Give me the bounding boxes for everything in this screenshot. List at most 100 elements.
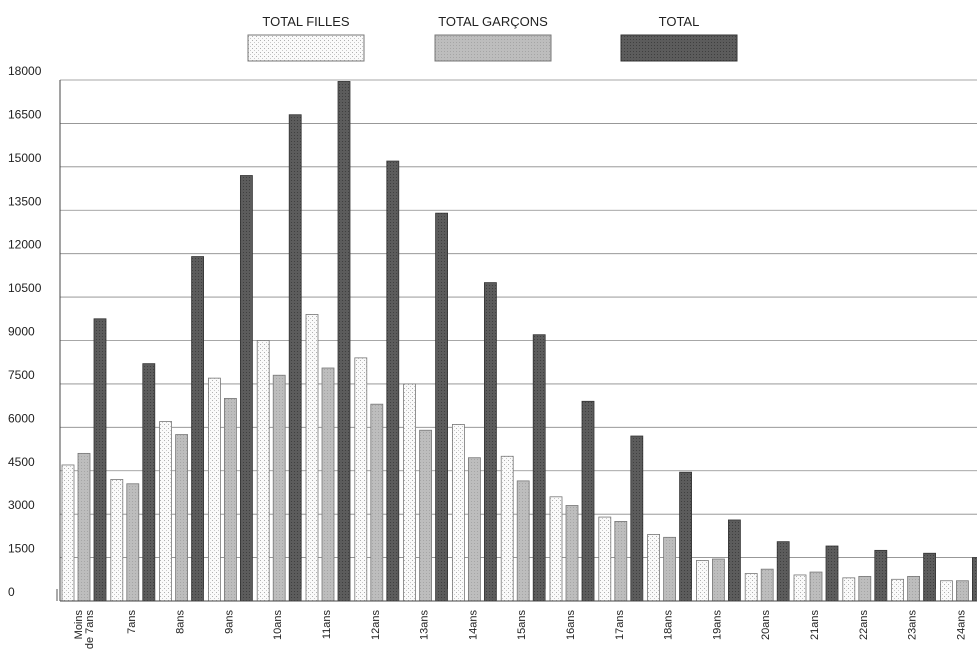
bar [940, 580, 953, 602]
y-tick-label: 12000 [8, 238, 42, 252]
x-tick-label: 16ans [565, 610, 577, 640]
bar [483, 282, 497, 602]
x-tick-label: 9ans [223, 610, 235, 634]
bar [972, 557, 977, 602]
legend-label: TOTAL GARÇONS [438, 14, 548, 29]
bars [56, 81, 977, 602]
bar [891, 578, 904, 602]
bar [874, 549, 888, 602]
bar [126, 483, 140, 602]
bar [305, 314, 319, 602]
bar [809, 571, 823, 602]
bar [532, 334, 546, 602]
bar [647, 534, 660, 602]
y-tick-label: 7500 [8, 368, 35, 382]
bar [549, 496, 563, 602]
bar [370, 403, 384, 602]
bar [907, 575, 920, 602]
bar [776, 541, 790, 602]
bar [858, 575, 872, 602]
x-tick-label: 12ans [370, 610, 382, 640]
bar [581, 400, 595, 602]
y-tick-label: 0 [8, 585, 15, 599]
y-tick-label: 18000 [8, 64, 42, 78]
bar [598, 516, 612, 602]
legend-swatch [247, 34, 365, 62]
x-tick-label: 22ans [858, 610, 870, 640]
bar [175, 434, 189, 602]
x-tick-label: 15ans [516, 610, 528, 640]
x-tick-label: 11ans [321, 610, 333, 640]
y-tick-label: 9000 [8, 325, 35, 339]
bar [223, 397, 237, 602]
bar [467, 457, 481, 602]
legend-swatch [620, 34, 738, 62]
x-tick-label: 13ans [419, 610, 431, 640]
bar [110, 479, 124, 602]
y-tick-label: 13500 [8, 194, 42, 208]
bar [256, 340, 270, 602]
bar [93, 318, 107, 602]
x-axis: Moinsde 7ans 7ans 8ans 9ans 10ans 11ans 12ans 1… [60, 600, 977, 650]
legend-label: TOTAL [659, 14, 700, 29]
x-tick-label: 19ans [711, 610, 723, 640]
bar [500, 455, 514, 602]
bar [663, 536, 676, 602]
bar [956, 580, 969, 602]
bar [403, 383, 417, 602]
bar [565, 505, 579, 602]
bar [337, 81, 351, 602]
bar [272, 374, 286, 602]
x-tick-label: 17ans [614, 610, 626, 640]
legend-swatch [434, 34, 552, 62]
y-tick-label: 1500 [8, 542, 35, 556]
bar [142, 363, 156, 602]
bar [288, 114, 302, 602]
bar [239, 175, 253, 602]
bar [923, 552, 936, 602]
bar [728, 519, 741, 602]
bar [760, 568, 774, 602]
legend: TOTAL FILLES TOTAL GARÇONS TOTAL [247, 14, 738, 62]
bar [696, 560, 709, 602]
x-tick-label: 18ans [663, 610, 675, 640]
y-tick-label: 15000 [8, 151, 42, 165]
y-tick-label: 6000 [8, 411, 35, 425]
bar [516, 480, 530, 602]
bar [419, 429, 433, 602]
x-tick-label: Moinsde 7ans [73, 610, 96, 650]
x-tick-label: 7ans [126, 610, 138, 634]
bar [191, 256, 205, 602]
bar [630, 435, 644, 602]
x-tick-label: 21ans [809, 610, 821, 640]
x-tick-label: 23ans [907, 610, 919, 640]
bar [679, 471, 692, 602]
x-tick-label: 24ans [955, 610, 967, 640]
bar [77, 452, 91, 602]
y-tick-label: 4500 [8, 455, 35, 469]
bar [614, 521, 628, 602]
bar [744, 573, 758, 602]
bar [435, 212, 449, 602]
x-tick-label: 14ans [467, 610, 479, 640]
bar [825, 545, 839, 602]
bar [321, 367, 335, 602]
y-tick-label: 16500 [8, 107, 42, 121]
bar [386, 160, 400, 602]
bar [712, 558, 725, 602]
bar [451, 424, 465, 602]
x-tick-label: 10ans [272, 610, 284, 640]
bar [159, 421, 173, 602]
y-tick-label: 3000 [8, 498, 35, 512]
y-tick-label: 10500 [8, 281, 42, 295]
bar [61, 464, 75, 602]
bar [793, 574, 807, 602]
bar [207, 377, 221, 602]
x-tick-label: 8ans [175, 610, 187, 634]
y-axis: 0 1500 3000 4500 6000 7500 9000 10500 12000 13500… [8, 64, 61, 601]
bar [354, 357, 368, 602]
bar [842, 577, 856, 602]
x-tick-label: 20ans [760, 610, 772, 640]
legend-label: TOTAL FILLES [262, 14, 350, 29]
